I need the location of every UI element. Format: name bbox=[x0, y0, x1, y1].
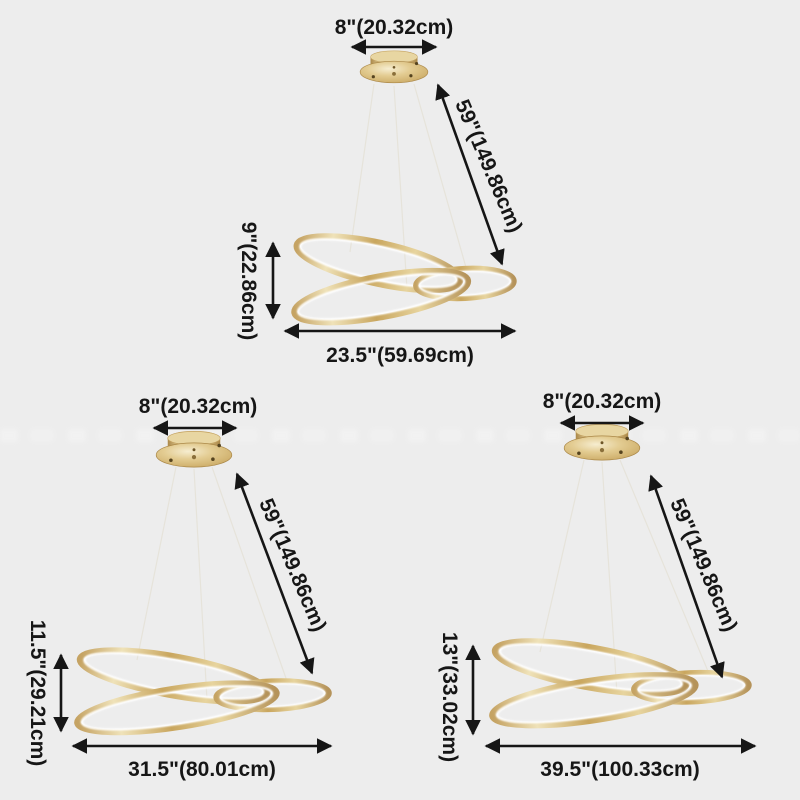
canopy-large bbox=[563, 423, 641, 461]
fixture-small bbox=[291, 225, 515, 333]
fixture-height-label: 13"(33.02cm) bbox=[438, 632, 461, 762]
fixture-width-label: 23.5"(59.69cm) bbox=[326, 344, 474, 367]
cord-length-label: 59"(149.86cm) bbox=[450, 96, 527, 236]
cord-length-arrow bbox=[648, 474, 725, 679]
fixture-medium bbox=[73, 640, 329, 743]
pendant-diagram-medium: 8"(20.32cm) 59"(149.86cm) 11.5"(29.21cm)… bbox=[26, 395, 331, 781]
canopy-medium bbox=[155, 430, 233, 468]
fixture-height-label: 11.5"(29.21cm) bbox=[26, 620, 49, 767]
fixture-width-label: 39.5"(100.33cm) bbox=[540, 758, 699, 781]
fixture-height-label: 9"(22.86cm) bbox=[237, 222, 260, 341]
cord-length-arrow bbox=[435, 83, 505, 266]
fixture-width-label: 31.5"(80.01cm) bbox=[128, 758, 276, 781]
pendant-diagram-small: 8"(20.32cm) 59"(149.86cm) 9"(22.86cm) 23… bbox=[237, 16, 527, 367]
cord-length-label: 59"(149.86cm) bbox=[254, 495, 331, 635]
canopy-width-label: 8"(20.32cm) bbox=[543, 390, 662, 413]
canopy-width-label: 8"(20.32cm) bbox=[139, 395, 258, 418]
pendant-diagram-large: 8"(20.32cm) 59"(149.86cm) 13"(33.02cm) 3… bbox=[438, 390, 757, 781]
canopy-width-label: 8"(20.32cm) bbox=[335, 16, 454, 39]
canopy-small bbox=[359, 49, 429, 84]
cord-length-arrow bbox=[234, 472, 315, 675]
cord-length-label: 59"(149.86cm) bbox=[665, 495, 742, 635]
